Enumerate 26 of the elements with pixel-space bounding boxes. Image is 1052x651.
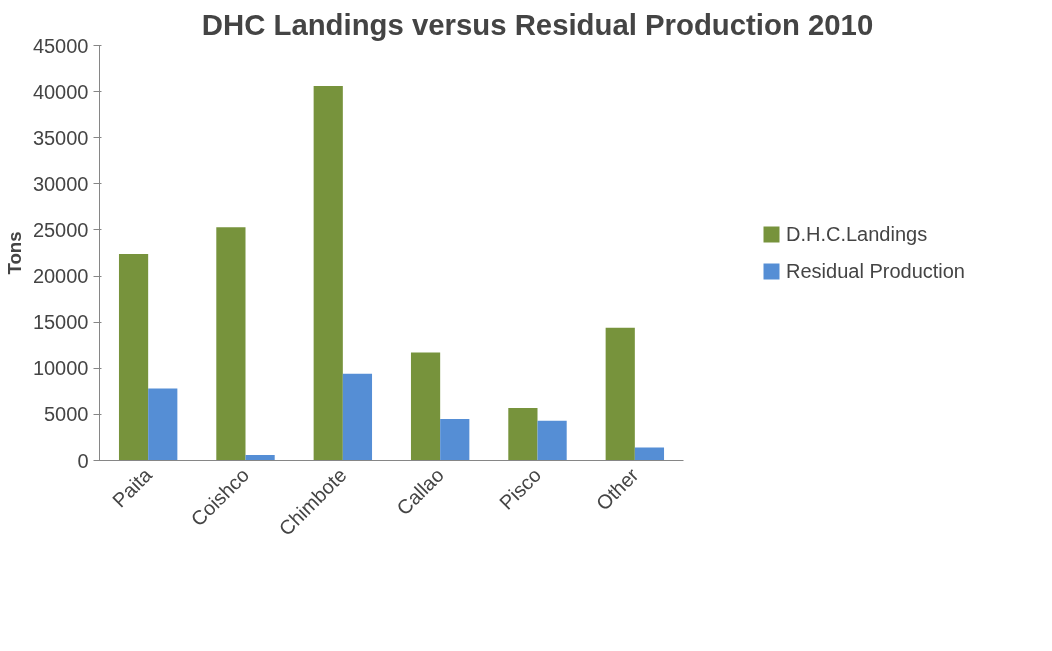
y-tick-label: 20000 (32, 265, 89, 288)
bar (342, 373, 373, 461)
y-tick-label: 40000 (32, 80, 89, 103)
y-tick-label: 0 (77, 449, 89, 472)
y-tick-label: 10000 (32, 357, 89, 380)
bar (410, 352, 441, 461)
y-tick-label: 25000 (32, 218, 89, 241)
bar (537, 420, 567, 461)
y-tick-label: 5000 (44, 403, 89, 426)
bar (245, 454, 275, 461)
legend-label: Residual Production (786, 259, 965, 283)
bar (118, 253, 149, 461)
bar (634, 447, 665, 461)
y-tick-label: 35000 (32, 126, 89, 149)
bar (508, 407, 538, 461)
y-axis-title: Tons (3, 231, 25, 275)
bar (440, 419, 470, 461)
bar (216, 227, 246, 461)
chart-title: DHC Landings versus Residual Production 2010 (201, 7, 874, 41)
bar (605, 327, 635, 461)
legend-label: D.H.C.Landings (786, 222, 928, 246)
bar (148, 388, 178, 461)
bar (313, 86, 343, 461)
y-tick-label: 30000 (32, 172, 89, 195)
y-tick-label: 45000 (32, 34, 89, 57)
y-tick-label: 15000 (32, 311, 89, 334)
